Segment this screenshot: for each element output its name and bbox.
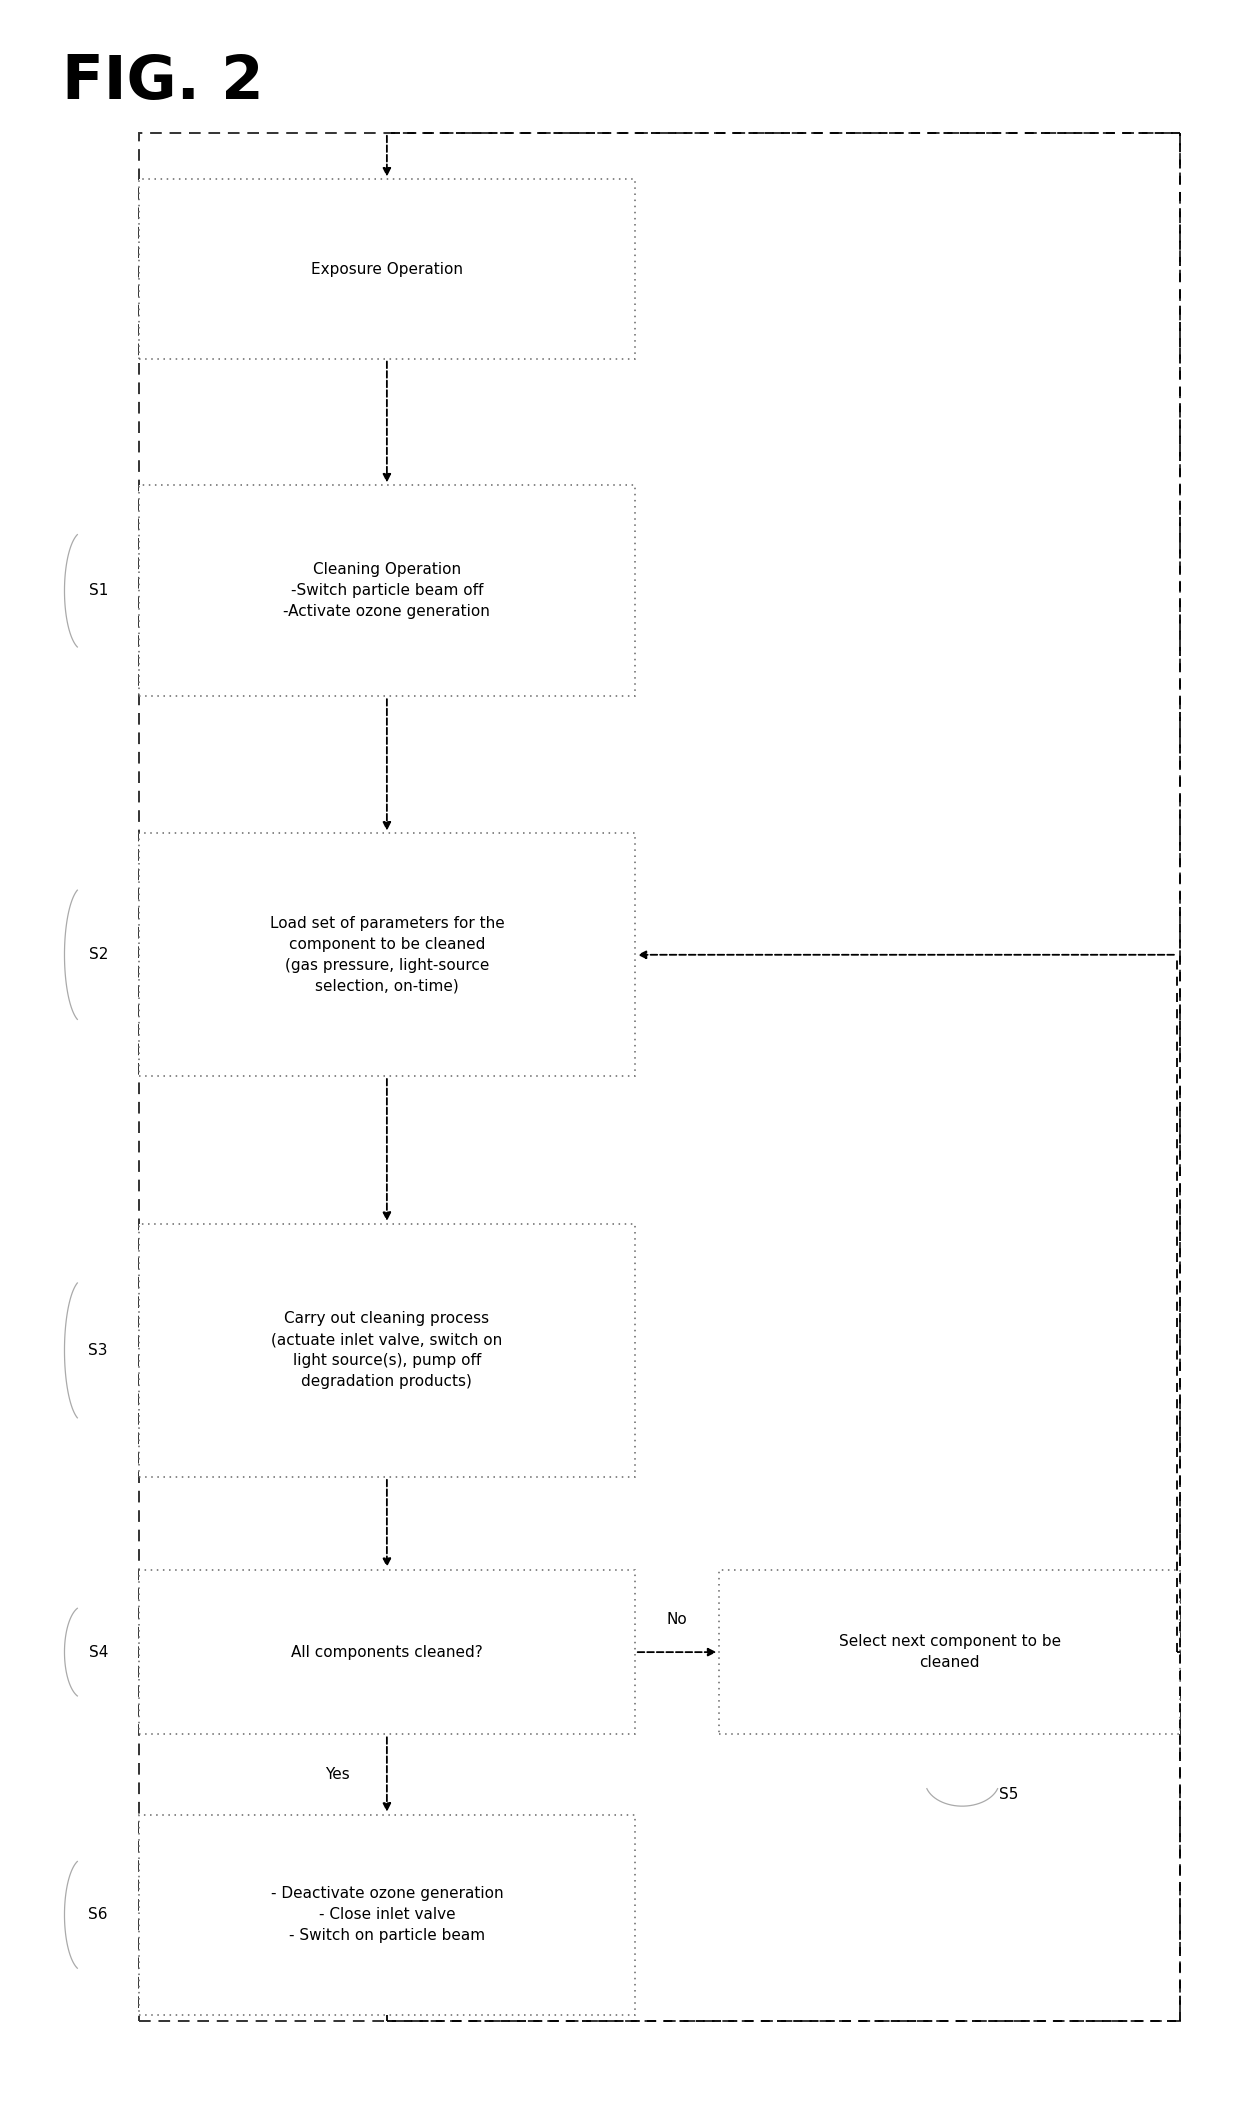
Text: Load set of parameters for the
component to be cleaned
(gas pressure, light-sour: Load set of parameters for the component… [269, 916, 505, 994]
Bar [139, 485, 635, 696]
Bar [139, 1815, 635, 2015]
Bar [139, 179, 635, 359]
Text: All components cleaned?: All components cleaned? [291, 1644, 482, 1661]
Text: S6: S6 [88, 1907, 108, 1922]
Bar [139, 1224, 635, 1477]
Bar [139, 1570, 635, 1734]
Bar [139, 133, 1180, 2021]
Text: No: No [667, 1612, 687, 1627]
Text: Select next component to be
cleaned: Select next component to be cleaned [838, 1633, 1061, 1671]
Text: S5: S5 [999, 1787, 1019, 1802]
Bar [139, 833, 635, 1076]
Text: Cleaning Operation
-Switch particle beam off
-Activate ozone generation: Cleaning Operation -Switch particle beam… [284, 561, 490, 620]
Bar [719, 1570, 1180, 1734]
Text: FIG. 2: FIG. 2 [62, 53, 264, 112]
Text: Exposure Operation: Exposure Operation [311, 262, 463, 276]
Text: S1: S1 [88, 582, 108, 599]
Text: Carry out cleaning process
(actuate inlet valve, switch on
light source(s), pump: Carry out cleaning process (actuate inle… [272, 1312, 502, 1388]
Text: S2: S2 [88, 947, 108, 962]
Text: S4: S4 [88, 1644, 108, 1661]
Text: S3: S3 [88, 1342, 108, 1359]
Text: - Deactivate ozone generation
- Close inlet valve
- Switch on particle beam: - Deactivate ozone generation - Close in… [270, 1886, 503, 1943]
Text: Yes: Yes [325, 1766, 350, 1783]
